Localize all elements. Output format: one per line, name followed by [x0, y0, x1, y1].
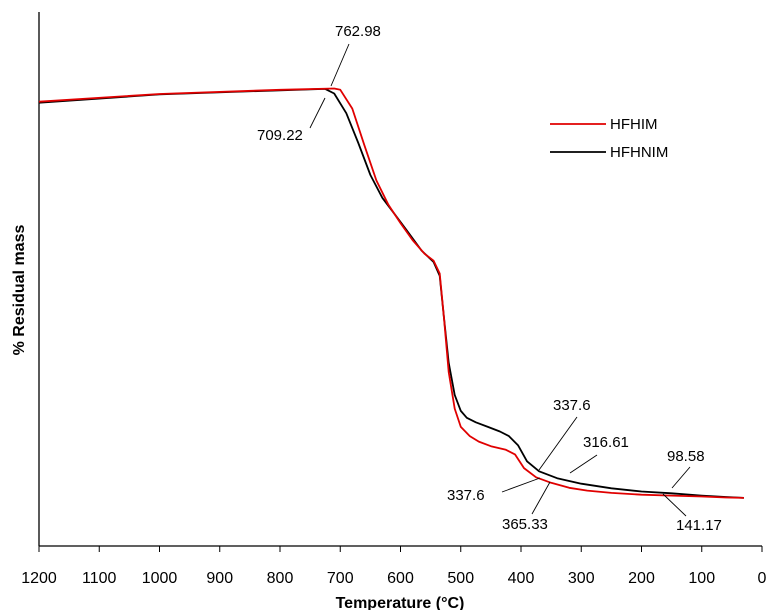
legend: HFHIM HFHNIM: [550, 116, 668, 161]
annotation-leader-line: [662, 493, 687, 517]
series-line-hfhim: [38, 87, 744, 499]
x-tick-label: 100: [688, 570, 715, 587]
annotation-leader-line: [330, 43, 350, 87]
x-axis-title: Temperature (°C): [336, 595, 465, 610]
annotation-leader-line: [538, 416, 578, 471]
x-tick-label: 600: [387, 570, 414, 587]
annotation-label: 337.6: [553, 397, 591, 414]
series-line-hfhnim: [38, 88, 744, 499]
annotation-leader-line: [671, 466, 691, 489]
annotation-label: 709.22: [257, 127, 303, 144]
x-ticks: [38, 546, 763, 552]
axes: [38, 12, 762, 547]
annotation-leader-line: [531, 481, 551, 515]
x-tick-label: 1200: [21, 570, 57, 587]
y-axis-title: % Residual mass: [11, 225, 28, 356]
x-tick-label: 400: [508, 570, 535, 587]
annotation-label: 762.98: [335, 23, 381, 40]
x-tick-label: 700: [327, 570, 354, 587]
annotation-leader-line: [501, 477, 541, 493]
x-tick-label: 500: [447, 570, 474, 587]
annotation-label: 98.58: [667, 448, 705, 465]
legend-label-hfhim: HFHIM: [610, 116, 658, 133]
annotation-label: 316.61: [583, 434, 629, 451]
annotation-label: 141.17: [676, 517, 722, 534]
x-tick-label: 0: [758, 570, 766, 587]
peak-annotations: 762.98 709.22 337.6 316.61 98.58 337.6 365.33 1…: [257, 23, 722, 534]
series-lines: [38, 87, 744, 499]
x-tick-labels: 1200 1100 1000 900 800 700 600 500 400 300 200 100 0: [21, 570, 766, 587]
legend-label-hfhnim: HFHNIM: [610, 144, 668, 161]
x-tick-label: 800: [267, 570, 294, 587]
x-tick-label: 200: [628, 570, 655, 587]
annotation-leader-line: [569, 454, 598, 474]
x-tick-label: 900: [206, 570, 233, 587]
annotation-leader-line: [309, 97, 326, 129]
x-tick-label: 1100: [82, 570, 117, 587]
x-tick-label: 300: [568, 570, 595, 587]
annotation-label: 365.33: [502, 516, 548, 533]
annotation-label: 337.6: [447, 487, 485, 504]
x-tick-label: 1000: [142, 570, 178, 587]
